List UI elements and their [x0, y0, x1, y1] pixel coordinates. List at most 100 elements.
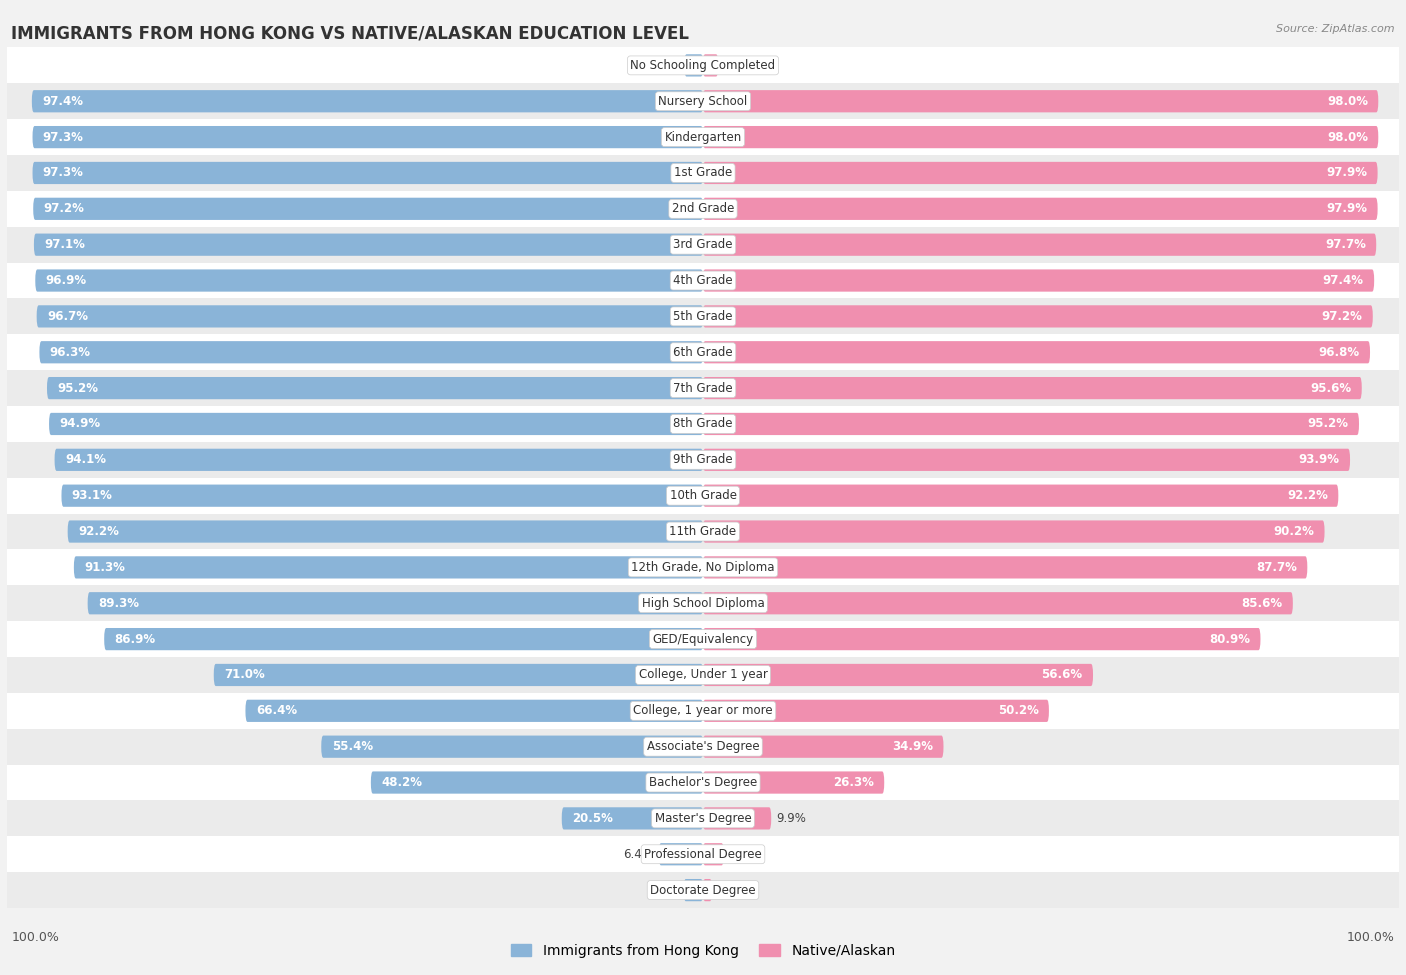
FancyBboxPatch shape: [32, 126, 703, 148]
Text: College, Under 1 year: College, Under 1 year: [638, 669, 768, 682]
Text: 97.9%: 97.9%: [1326, 167, 1367, 179]
Text: College, 1 year or more: College, 1 year or more: [633, 704, 773, 718]
FancyBboxPatch shape: [703, 305, 1372, 328]
FancyBboxPatch shape: [371, 771, 703, 794]
FancyBboxPatch shape: [703, 198, 1378, 220]
FancyBboxPatch shape: [703, 879, 711, 901]
Legend: Immigrants from Hong Kong, Native/Alaskan: Immigrants from Hong Kong, Native/Alaska…: [505, 938, 901, 963]
Bar: [7, 837, 1399, 873]
Text: 97.3%: 97.3%: [42, 131, 84, 143]
Text: High School Diploma: High School Diploma: [641, 597, 765, 609]
Bar: [7, 873, 1399, 908]
FancyBboxPatch shape: [703, 521, 1324, 543]
Text: 1.3%: 1.3%: [717, 883, 747, 897]
Text: 50.2%: 50.2%: [998, 704, 1039, 718]
Text: 97.4%: 97.4%: [1323, 274, 1364, 287]
FancyBboxPatch shape: [104, 628, 703, 650]
FancyBboxPatch shape: [703, 90, 1378, 112]
Bar: [7, 227, 1399, 262]
Text: 96.3%: 96.3%: [49, 346, 91, 359]
Text: 85.6%: 85.6%: [1241, 597, 1282, 609]
Text: 2.8%: 2.8%: [648, 883, 678, 897]
Text: No Schooling Completed: No Schooling Completed: [630, 58, 776, 72]
FancyBboxPatch shape: [703, 628, 1260, 650]
FancyBboxPatch shape: [703, 412, 1360, 435]
Text: 100.0%: 100.0%: [11, 931, 59, 944]
FancyBboxPatch shape: [703, 592, 1294, 614]
Text: 89.3%: 89.3%: [98, 597, 139, 609]
Text: 96.7%: 96.7%: [46, 310, 89, 323]
FancyBboxPatch shape: [703, 557, 1308, 578]
Text: 20.5%: 20.5%: [572, 812, 613, 825]
FancyBboxPatch shape: [562, 807, 703, 830]
Bar: [7, 155, 1399, 191]
Bar: [7, 298, 1399, 334]
Text: 71.0%: 71.0%: [224, 669, 264, 682]
FancyBboxPatch shape: [703, 700, 1049, 722]
Text: 100.0%: 100.0%: [1347, 931, 1395, 944]
FancyBboxPatch shape: [703, 162, 1378, 184]
FancyBboxPatch shape: [32, 162, 703, 184]
Text: 94.1%: 94.1%: [65, 453, 105, 466]
FancyBboxPatch shape: [32, 90, 703, 112]
Text: Source: ZipAtlas.com: Source: ZipAtlas.com: [1277, 24, 1395, 34]
Text: 97.2%: 97.2%: [1322, 310, 1362, 323]
Text: 55.4%: 55.4%: [332, 740, 373, 753]
FancyBboxPatch shape: [34, 198, 703, 220]
Text: 93.1%: 93.1%: [72, 489, 112, 502]
Text: 96.8%: 96.8%: [1319, 346, 1360, 359]
Text: IMMIGRANTS FROM HONG KONG VS NATIVE/ALASKAN EDUCATION LEVEL: IMMIGRANTS FROM HONG KONG VS NATIVE/ALAS…: [11, 24, 689, 42]
FancyBboxPatch shape: [37, 305, 703, 328]
FancyBboxPatch shape: [321, 735, 703, 758]
Bar: [7, 550, 1399, 585]
FancyBboxPatch shape: [659, 843, 703, 866]
FancyBboxPatch shape: [67, 521, 703, 543]
Text: 97.9%: 97.9%: [1326, 203, 1367, 215]
Text: 80.9%: 80.9%: [1209, 633, 1250, 645]
Text: 96.9%: 96.9%: [45, 274, 87, 287]
Text: 91.3%: 91.3%: [84, 561, 125, 574]
FancyBboxPatch shape: [62, 485, 703, 507]
Text: 97.4%: 97.4%: [42, 95, 83, 108]
FancyBboxPatch shape: [35, 269, 703, 292]
FancyBboxPatch shape: [703, 269, 1374, 292]
Text: 11th Grade: 11th Grade: [669, 525, 737, 538]
Text: 34.9%: 34.9%: [893, 740, 934, 753]
FancyBboxPatch shape: [75, 557, 703, 578]
FancyBboxPatch shape: [703, 485, 1339, 507]
Text: 6th Grade: 6th Grade: [673, 346, 733, 359]
Text: 1st Grade: 1st Grade: [673, 167, 733, 179]
Bar: [7, 478, 1399, 514]
FancyBboxPatch shape: [703, 341, 1369, 364]
Text: 90.2%: 90.2%: [1274, 525, 1315, 538]
FancyBboxPatch shape: [46, 377, 703, 399]
FancyBboxPatch shape: [49, 412, 703, 435]
Text: 97.1%: 97.1%: [44, 238, 86, 252]
Bar: [7, 585, 1399, 621]
Text: 87.7%: 87.7%: [1256, 561, 1296, 574]
Text: 98.0%: 98.0%: [1327, 131, 1368, 143]
FancyBboxPatch shape: [683, 879, 703, 901]
Bar: [7, 657, 1399, 693]
Text: 8th Grade: 8th Grade: [673, 417, 733, 431]
FancyBboxPatch shape: [55, 448, 703, 471]
Bar: [7, 334, 1399, 370]
FancyBboxPatch shape: [703, 807, 772, 830]
Text: 2nd Grade: 2nd Grade: [672, 203, 734, 215]
Bar: [7, 191, 1399, 227]
FancyBboxPatch shape: [703, 234, 1376, 255]
Bar: [7, 693, 1399, 728]
Text: 12th Grade, No Diploma: 12th Grade, No Diploma: [631, 561, 775, 574]
FancyBboxPatch shape: [703, 735, 943, 758]
Text: 86.9%: 86.9%: [114, 633, 156, 645]
Text: GED/Equivalency: GED/Equivalency: [652, 633, 754, 645]
Text: Professional Degree: Professional Degree: [644, 847, 762, 861]
FancyBboxPatch shape: [703, 664, 1092, 686]
Text: 93.9%: 93.9%: [1299, 453, 1340, 466]
FancyBboxPatch shape: [703, 771, 884, 794]
Text: Master's Degree: Master's Degree: [655, 812, 751, 825]
Text: 97.2%: 97.2%: [44, 203, 84, 215]
FancyBboxPatch shape: [246, 700, 703, 722]
Bar: [7, 764, 1399, 800]
Bar: [7, 800, 1399, 837]
